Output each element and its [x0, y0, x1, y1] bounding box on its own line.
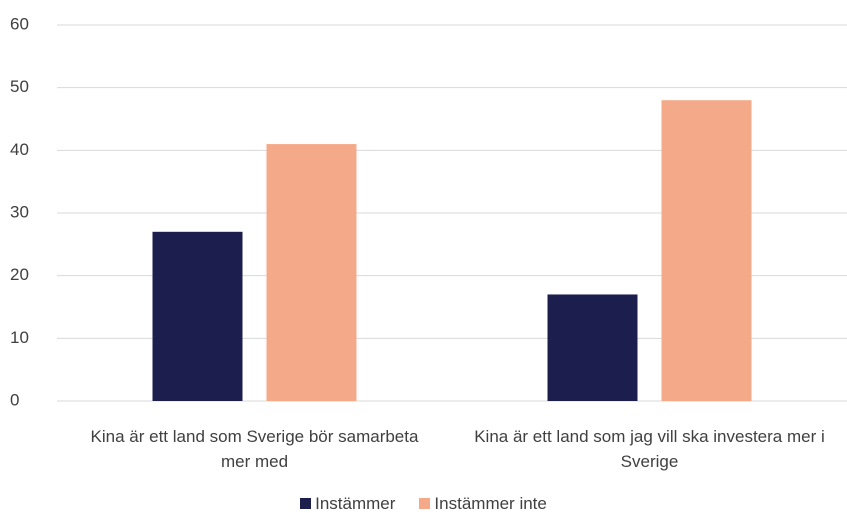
- x-tick-label: Kina är ett land som Sverige bör samarbe…: [90, 427, 419, 471]
- y-tick-label: 20: [10, 265, 29, 284]
- x-tick-label: Kina är ett land som jag vill ska invest…: [474, 427, 825, 471]
- bar: [547, 294, 638, 401]
- bar: [661, 100, 752, 401]
- bar: [152, 231, 243, 401]
- bar: [266, 144, 357, 402]
- y-tick-label: 0: [10, 390, 19, 409]
- legend-item: Instämmer: [300, 494, 395, 513]
- legend-swatch: [419, 498, 431, 509]
- legend: Instämmer Instämmer inte: [0, 494, 847, 513]
- y-tick-label: 30: [10, 202, 29, 221]
- y-tick-label: 40: [10, 140, 29, 159]
- legend-label: Instämmer inte: [434, 494, 547, 513]
- legend-swatch: [300, 498, 312, 509]
- y-tick-label: 50: [10, 77, 29, 96]
- legend-label: Instämmer: [315, 494, 396, 513]
- y-tick-label: 10: [10, 328, 29, 347]
- y-tick-label: 60: [10, 14, 29, 33]
- legend-item: Instämmer inte: [419, 494, 547, 513]
